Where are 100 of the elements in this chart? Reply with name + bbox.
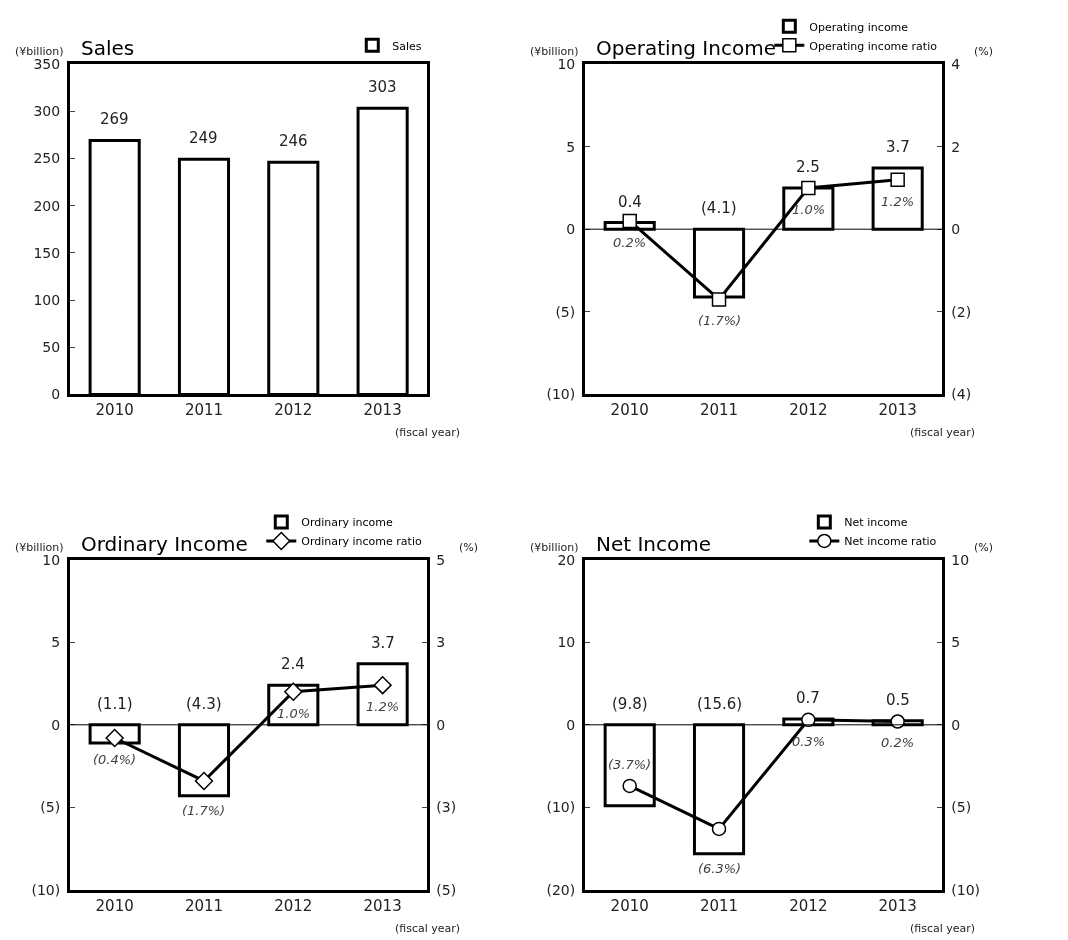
y-axis-title: (¥billion) <box>530 45 579 58</box>
x-tick-label: 2013 <box>363 897 402 915</box>
data-label: 0.4 <box>618 193 642 211</box>
y2-tick-label: 3 <box>436 634 446 651</box>
legend-label: Net income ratio <box>844 535 937 549</box>
data-label: (4.1) <box>701 199 737 217</box>
point <box>890 714 905 729</box>
y2-tick-label: 5 <box>951 634 961 651</box>
y-tick-label: 5 <box>566 138 576 155</box>
data-label: (0.4%) <box>93 752 137 767</box>
data-label: (1.7%) <box>182 803 226 818</box>
data-label: 2.4 <box>281 655 305 673</box>
chart-title: Operating Income <box>596 36 776 60</box>
x-axis-title: (fiscal year) <box>395 922 461 935</box>
y-tick-label: 0 <box>51 716 61 733</box>
y2-tick-label: (10) <box>951 881 981 898</box>
data-label: 0.5 <box>886 691 910 709</box>
data-label: 249 <box>189 129 218 147</box>
y-tick-label: 250 <box>33 150 61 167</box>
y2-tick-label: 2 <box>951 138 961 155</box>
y-axis-title: (¥billion) <box>15 45 64 58</box>
legend-label: Sales <box>392 39 422 53</box>
y2-tick-label: (2) <box>951 303 972 320</box>
y-tick-label: 0 <box>566 716 576 733</box>
point <box>801 180 816 196</box>
data-label: 269 <box>100 110 129 128</box>
data-label: 0.2% <box>881 735 915 750</box>
y-tick-label: 10 <box>557 55 576 72</box>
y2-tick-label: 5 <box>436 551 446 568</box>
data-label: (4.3) <box>186 695 222 713</box>
bar <box>88 138 141 395</box>
y-tick-label: 150 <box>33 244 61 261</box>
y-tick-label: 10 <box>557 634 576 651</box>
y-tick-label: (20) <box>546 881 576 898</box>
x-tick-label: 2013 <box>363 401 402 420</box>
x-tick-label: 2011 <box>699 897 739 915</box>
chart-title: Sales <box>81 36 135 60</box>
point <box>194 771 214 791</box>
y2-tick-label: (5) <box>436 881 457 898</box>
bar <box>267 160 320 395</box>
y2-tick-label: (5) <box>951 799 972 816</box>
y-tick-label: 0 <box>51 386 61 403</box>
point <box>622 213 637 229</box>
y2-tick-label: 4 <box>951 55 961 72</box>
y-tick-label: (10) <box>31 881 61 898</box>
data-label: 1.2% <box>366 699 400 714</box>
x-tick-label: 2011 <box>184 897 224 915</box>
x-axis-title: (fiscal year) <box>910 426 976 439</box>
data-label: 0.2% <box>613 235 647 250</box>
y-axis-title: (¥billion) <box>15 541 64 554</box>
y-tick-label: 10 <box>42 551 61 568</box>
x-tick-label: 2012 <box>789 897 828 915</box>
legend-label: Ordinary income ratio <box>301 535 422 549</box>
y2-tick-label: 10 <box>951 551 970 568</box>
data-label: 3.7 <box>886 138 910 156</box>
y-tick-label: 50 <box>42 339 61 356</box>
x-tick-label: 2012 <box>274 897 313 915</box>
y-tick-label: (10) <box>546 799 576 816</box>
point <box>284 682 303 701</box>
legend-label: Ordinary income <box>301 516 394 530</box>
point <box>890 172 905 187</box>
y2-tick-label: (3) <box>436 799 457 816</box>
y-tick-label: 20 <box>557 551 576 568</box>
y2-axis-title: (%) <box>974 45 994 58</box>
data-label: (1.1) <box>97 695 133 713</box>
y2-axis-title: (%) <box>459 541 479 554</box>
x-tick-label: 2010 <box>610 897 649 915</box>
x-tick-label: 2012 <box>274 401 313 420</box>
data-label: (1.7%) <box>698 313 742 328</box>
data-label: 1.2% <box>881 194 915 209</box>
x-tick-label: 2010 <box>95 401 134 420</box>
legend-label: Operating income <box>809 20 909 34</box>
point <box>711 821 727 837</box>
y-tick-label: (5) <box>40 799 61 816</box>
y-tick-label: (10) <box>546 386 576 403</box>
x-tick-label: 2011 <box>699 401 739 420</box>
legend-label: Operating income ratio <box>809 39 938 53</box>
data-label: 0.3% <box>792 734 826 749</box>
x-tick-label: 2012 <box>789 401 828 420</box>
point <box>711 292 727 307</box>
data-label: 2.5 <box>796 158 820 176</box>
y2-axis-title: (%) <box>974 541 994 554</box>
x-tick-label: 2010 <box>610 401 649 420</box>
chart-title: Ordinary Income <box>81 532 248 556</box>
y2-tick-label: (4) <box>951 386 972 403</box>
point <box>622 778 637 794</box>
legend-label: Net income <box>844 516 908 530</box>
y2-tick-label: 0 <box>951 221 961 238</box>
data-label: (6.3%) <box>698 861 742 876</box>
y2-tick-label: 0 <box>951 716 961 733</box>
bar <box>356 106 409 395</box>
y-tick-label: 100 <box>33 291 61 308</box>
data-label: (3.7%) <box>608 757 652 772</box>
x-tick-label: 2013 <box>878 897 917 915</box>
x-axis-title: (fiscal year) <box>395 426 461 439</box>
y-tick-label: 350 <box>33 55 61 72</box>
y-axis-title: (¥billion) <box>530 541 579 554</box>
y-tick-label: 5 <box>51 634 61 651</box>
data-label: (15.6) <box>697 695 743 713</box>
data-label: 246 <box>279 132 308 150</box>
